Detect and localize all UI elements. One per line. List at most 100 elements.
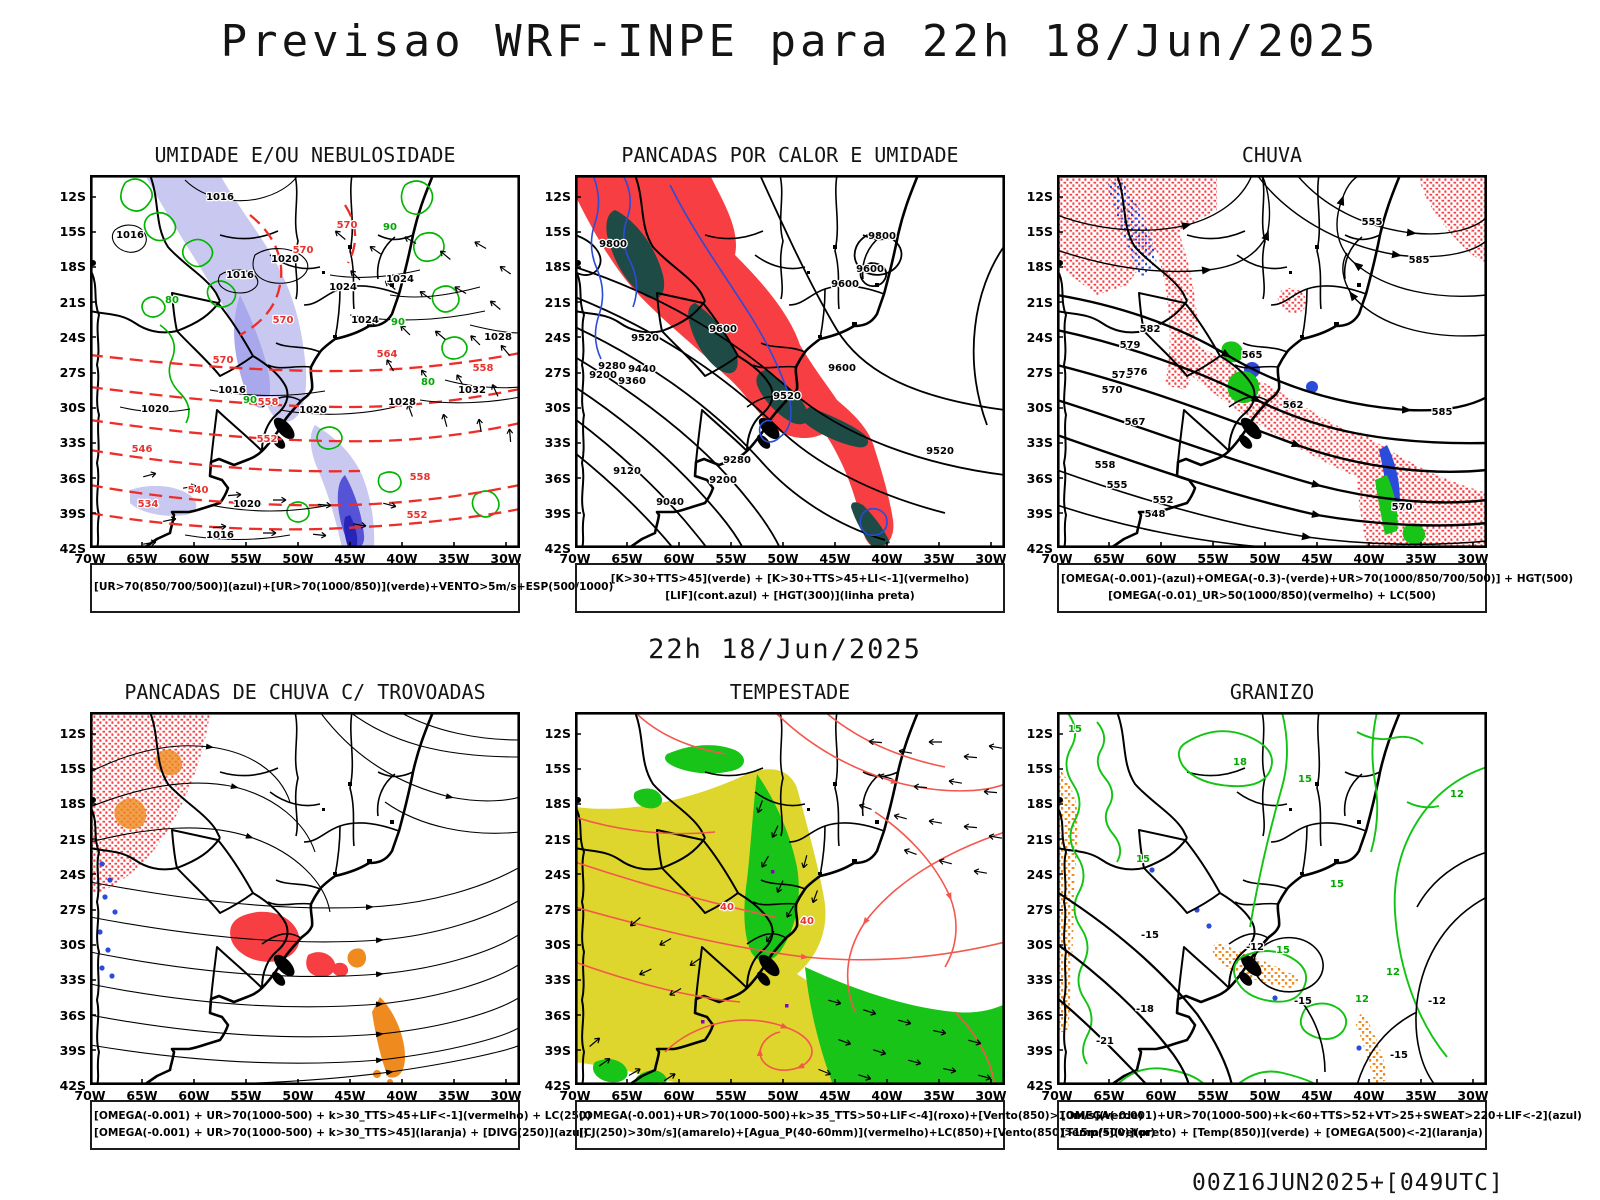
lat-tick-label: 42S	[59, 1077, 86, 1093]
lon-tick-label: 40W	[1353, 1088, 1385, 1103]
contour-label: 558	[473, 363, 494, 374]
lon-tick-label: 45W	[334, 551, 366, 566]
lat-tick-label: 24S	[1026, 866, 1053, 882]
lat-tick-label: 36S	[544, 1007, 571, 1023]
panel-granizo: GRANIZO 18 15 12 15 15 12 12 15 15 -15 -18 -21-	[1027, 680, 1582, 1187]
lon-tick-label: 70W	[559, 551, 591, 566]
panel-umidade-map: 1016 1016 1020 1016 1024 1024 1024 1028 1032 1016…	[60, 175, 522, 566]
panel-trovoadas-title: PANCADAS DE CHUVA C/ TROVOADAS	[124, 680, 486, 704]
contour-label: 90	[243, 395, 257, 406]
contour-label: 18	[1233, 757, 1247, 768]
lon-tick-label: 30W	[975, 1088, 1007, 1103]
contour-label: 12	[1355, 994, 1369, 1005]
contour-label: 1020	[233, 499, 261, 510]
lat-tick-label: 27S	[1026, 901, 1053, 917]
lat-tick-label: 33S	[1026, 435, 1053, 451]
contour-label: 1032	[458, 385, 486, 396]
contour-label: 534	[138, 499, 159, 510]
lon-tick-label: 55W	[230, 1088, 262, 1103]
lon-tick-label: 60W	[663, 551, 695, 566]
contour-labels: 40 40	[719, 901, 816, 929]
legend-line: [OMEGA(-0.001) + UR>70(1000-500) + k>30_…	[94, 1109, 592, 1122]
contour-label: -15	[1294, 996, 1312, 1007]
panel-granizo-title: GRANIZO	[1229, 680, 1315, 704]
lat-tick-label: 27S	[544, 901, 571, 917]
lat-tick-label: 27S	[59, 901, 86, 917]
contour-label: 1020	[141, 404, 169, 415]
panel-pancadas-calor-map: 9800 9600 9600 9600 9600 9520 9520 9520 9440 9360…	[545, 175, 1007, 566]
pressure-black-contours	[111, 175, 520, 541]
legend-line: [UR>70(850/700/500)](azul)+[UR>70(1000/8…	[94, 581, 614, 594]
legend-line: [OMEGA(-0.001)+UR>70(1000-500)+k>35_TTS>…	[579, 1109, 1144, 1122]
contour-label: 15	[1068, 724, 1082, 735]
legend-line: [OMEGA(-0.001)+UR>70(1000-500)+k<60+TTS>…	[1061, 1109, 1582, 1122]
lat-tick-label: 18S	[59, 259, 86, 275]
lat-axis: 12S 15S 18S 21S 24S 27S 30S 33S 36S 39S 42S	[533, 726, 571, 1093]
contour-label: -18	[1136, 1004, 1154, 1015]
contour-label: 1020	[299, 405, 327, 416]
contour-label: 12	[1386, 967, 1400, 978]
lon-tick-label: 55W	[715, 1088, 747, 1103]
lat-tick-label: 18S	[544, 259, 571, 275]
contour-label: 1028	[484, 332, 512, 343]
contour-labels: 1016 1016 1020 1016 1024 1024 1024 1028 1032 1016…	[115, 191, 513, 543]
contour-label: -15	[1390, 1050, 1408, 1061]
contour-label: 555	[1362, 217, 1383, 228]
lat-tick-label: 12S	[59, 726, 86, 741]
lat-tick-label: 33S	[59, 972, 86, 988]
contour-label: 1016	[206, 192, 234, 203]
lat-tick-label: 12S	[1026, 726, 1053, 741]
contour-label: -15	[1141, 930, 1159, 941]
lat-tick-label: 36S	[59, 470, 86, 486]
panel-umidade-title: UMIDADE E/OU NEBULOSIDADE	[154, 143, 456, 167]
contour-label: 573	[1112, 370, 1133, 381]
lon-tick-label: 30W	[1457, 551, 1489, 566]
contour-label: 15	[1276, 945, 1290, 956]
contour-label: 1016	[206, 530, 234, 541]
lat-tick-label: 42S	[544, 1077, 571, 1093]
contour-label: 570	[1102, 385, 1123, 396]
lon-tick-label: 40W	[871, 551, 903, 566]
legend-line: [OMEGA(-0.01)_UR>50(1000/850)(vermelho) …	[1108, 589, 1436, 602]
panel-pancadas-calor-legend: [K>30+TTS>45](verde) + [K>30+TTS>45+LI<-…	[575, 563, 1005, 613]
contour-label: 558	[258, 397, 279, 408]
lat-tick-label: 33S	[1026, 972, 1053, 988]
lat-axis: 12S 15S 18S 21S 24S 27S 30S 33S 36S 39S 42S	[1015, 189, 1053, 556]
lon-tick-label: 60W	[178, 1088, 210, 1103]
contour-label: 9280	[723, 455, 751, 466]
lat-tick-label: 30S	[544, 400, 571, 416]
instability-shading	[575, 175, 894, 548]
humidity-shading	[130, 175, 375, 548]
contour-label: 567	[1125, 417, 1146, 428]
run-timestamp: 00Z16JUN2025+[049UTC]	[1192, 1170, 1504, 1196]
panel-chuva-legend: [OMEGA(-0.001)-(azul)+OMEGA(-0.3)-(verde…	[1057, 563, 1573, 613]
lat-tick-label: 15S	[1026, 761, 1053, 777]
lon-tick-label: 60W	[178, 551, 210, 566]
contour-label: 40	[800, 916, 814, 927]
contour-label: 570	[293, 245, 314, 256]
lon-tick-label: 35W	[923, 1088, 955, 1103]
lat-axis: 12S 15S 18S 21S 24S 27S 30S 33S 36S 39S 42S	[1015, 726, 1053, 1093]
lat-tick-label: 27S	[544, 364, 571, 380]
lat-tick-label: 15S	[59, 224, 86, 240]
contour-label: 558	[1095, 460, 1116, 471]
lat-tick-label: 18S	[1026, 796, 1053, 812]
lon-tick-label: 65W	[1093, 1088, 1125, 1103]
lat-tick-label: 24S	[59, 329, 86, 345]
lon-tick-label: 35W	[438, 1088, 470, 1103]
umidade-map-svg: 1016 1016 1020 1016 1024 1024 1024 1028 1032 1016…	[90, 175, 520, 548]
panel-pancadas-calor-title: PANCADAS POR CALOR E UMIDADE	[621, 143, 959, 167]
lat-tick-label: 21S	[59, 294, 86, 310]
pancadas-calor-map-svg: 9800 9600 9600 9600 9600 9520 9520 9520 94409360…	[575, 175, 1005, 548]
hgt300-black-contours	[575, 175, 1005, 548]
panel-chuva: CHUVA	[1027, 143, 1573, 650]
contour-label: 9600	[709, 324, 737, 335]
contour-label: 15	[1298, 774, 1312, 785]
tempestade-map-svg: 40 40	[575, 712, 1005, 1085]
lon-tick-label: 65W	[126, 551, 158, 566]
lat-tick-label: 36S	[1026, 1007, 1053, 1023]
lon-tick-label: 50W	[282, 1088, 314, 1103]
contour-label: 9520	[926, 446, 954, 457]
lat-tick-label: 33S	[59, 435, 86, 451]
